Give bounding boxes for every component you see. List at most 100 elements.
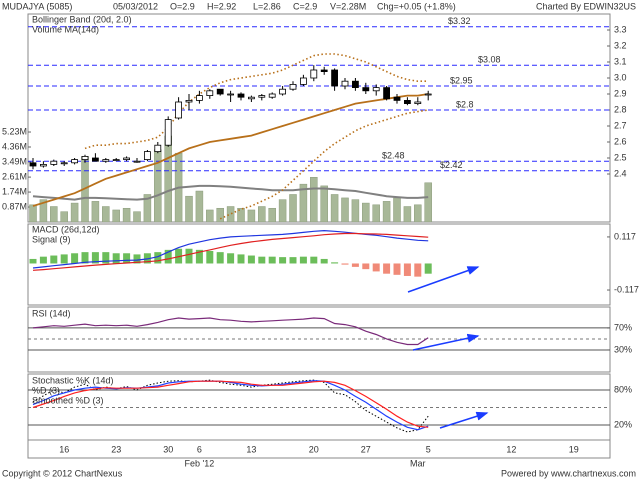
candle-body [383, 87, 391, 100]
volume-bar [310, 177, 318, 222]
histogram-bar [39, 256, 47, 264]
histogram-bar [133, 254, 141, 264]
y-tick-label: 3.1 [614, 56, 627, 66]
volume-bar [351, 199, 360, 222]
volume-bar [226, 206, 235, 222]
indicator-line [32, 317, 429, 346]
histogram-bar [112, 253, 120, 264]
y-tick-label: 2.7 [614, 120, 627, 130]
x-tick-label: 16 [59, 444, 69, 454]
x-tick-label: 13 [246, 444, 256, 454]
x-tick-label: 27 [361, 444, 371, 454]
price-panel [27, 13, 611, 223]
quote-field: V=2.28M [330, 1, 366, 11]
candle-body [133, 160, 141, 163]
candle-body [195, 95, 203, 101]
candle-body [403, 100, 411, 105]
volume-bar [382, 201, 391, 222]
volume-bar [91, 201, 100, 222]
y2-tick-label: 3.49M [2, 156, 27, 166]
y-tick-label: 70% [614, 322, 632, 332]
y2-tick-label: 2.61M [2, 171, 27, 181]
x-tick-label: 23 [111, 444, 121, 454]
candle-body [50, 160, 58, 165]
candle-body [414, 101, 422, 105]
volume-bar [289, 194, 297, 222]
volume-bar [102, 206, 110, 222]
indicator-line [32, 232, 429, 271]
month-label: Mar [410, 458, 426, 468]
histogram-bar [320, 258, 328, 264]
candle-body [424, 93, 432, 96]
candle-body [175, 101, 183, 119]
histogram-bar [206, 251, 214, 264]
y2-tick-label: 5.23M [2, 126, 27, 136]
volume-bar [258, 206, 266, 222]
histogram-bar [383, 263, 391, 274]
volume-bar [164, 135, 172, 222]
candle-body [331, 69, 339, 87]
trend-arrow [412, 333, 480, 351]
candle-body [268, 93, 276, 98]
volume-bar [268, 207, 276, 222]
legend-entry: Bollinger Band (20d, 2.0) [32, 14, 132, 24]
volume-bar [133, 211, 141, 222]
histogram-bar [414, 263, 422, 277]
y-tick-label: 80% [614, 384, 632, 394]
volume-bar [341, 197, 349, 222]
volume-bar [112, 209, 120, 222]
x-tick-label: 19 [569, 444, 579, 454]
y2-tick-label: 1.74M [2, 186, 27, 196]
volume-bar [237, 207, 245, 222]
volume-bar [299, 183, 308, 222]
histogram-bar [393, 263, 401, 275]
histogram-bar [227, 253, 235, 264]
volume-bar [50, 206, 58, 222]
volume-ma-line [32, 184, 429, 201]
candle-body [102, 159, 110, 162]
x-tick-label: 30 [163, 444, 173, 454]
candle-body [247, 96, 255, 100]
candle-body [393, 96, 401, 101]
candle-body [206, 90, 214, 97]
y-tick-label: 3.2 [614, 40, 627, 50]
candle-body [289, 84, 297, 90]
histogram-bar [91, 252, 99, 264]
legend-entry: Volume MA(14d) [32, 24, 99, 34]
legend-entry: MACD (26d,12d) [32, 224, 100, 234]
y-tick-label: 2.5 [614, 152, 627, 162]
volume-bar [216, 207, 224, 222]
candle-body [112, 159, 120, 162]
quote-field: Chg=+0.05 (+1.8%) [377, 1, 456, 11]
price-level-label: $2.48 [382, 151, 405, 161]
candle-body [123, 157, 130, 160]
legend-entry: Smoothed %D (3) [32, 395, 104, 405]
volume-bar [424, 182, 432, 222]
volume-bar [29, 204, 37, 222]
indicator-line [32, 379, 429, 433]
volume-bar [414, 204, 422, 222]
candle-body [372, 87, 380, 92]
y-tick-label: 30% [614, 344, 632, 354]
trend-arrow [407, 266, 480, 293]
month-label: Feb '12 [185, 458, 215, 468]
histogram-bar [50, 255, 58, 264]
histogram-bar [279, 257, 287, 264]
date: 05/03/2012 [113, 1, 158, 11]
y-tick-label: 20% [614, 419, 632, 429]
histogram-bar [237, 254, 245, 264]
histogram-bar [60, 254, 68, 264]
symbol: MUDAJYA (5085) [2, 1, 72, 11]
y-tick-label: 2.6 [614, 136, 627, 146]
volume-bar [70, 202, 79, 222]
histogram-bar [247, 255, 255, 264]
price-level-label: $3.08 [478, 55, 501, 65]
histogram-bar [164, 249, 172, 264]
histogram-bar [154, 252, 162, 264]
histogram-bar [299, 256, 307, 264]
x-tick-label: 12 [506, 444, 516, 454]
indicator-line [32, 380, 429, 428]
candle-body [341, 80, 349, 87]
credit: Charted By EDWIN32US [536, 1, 636, 11]
